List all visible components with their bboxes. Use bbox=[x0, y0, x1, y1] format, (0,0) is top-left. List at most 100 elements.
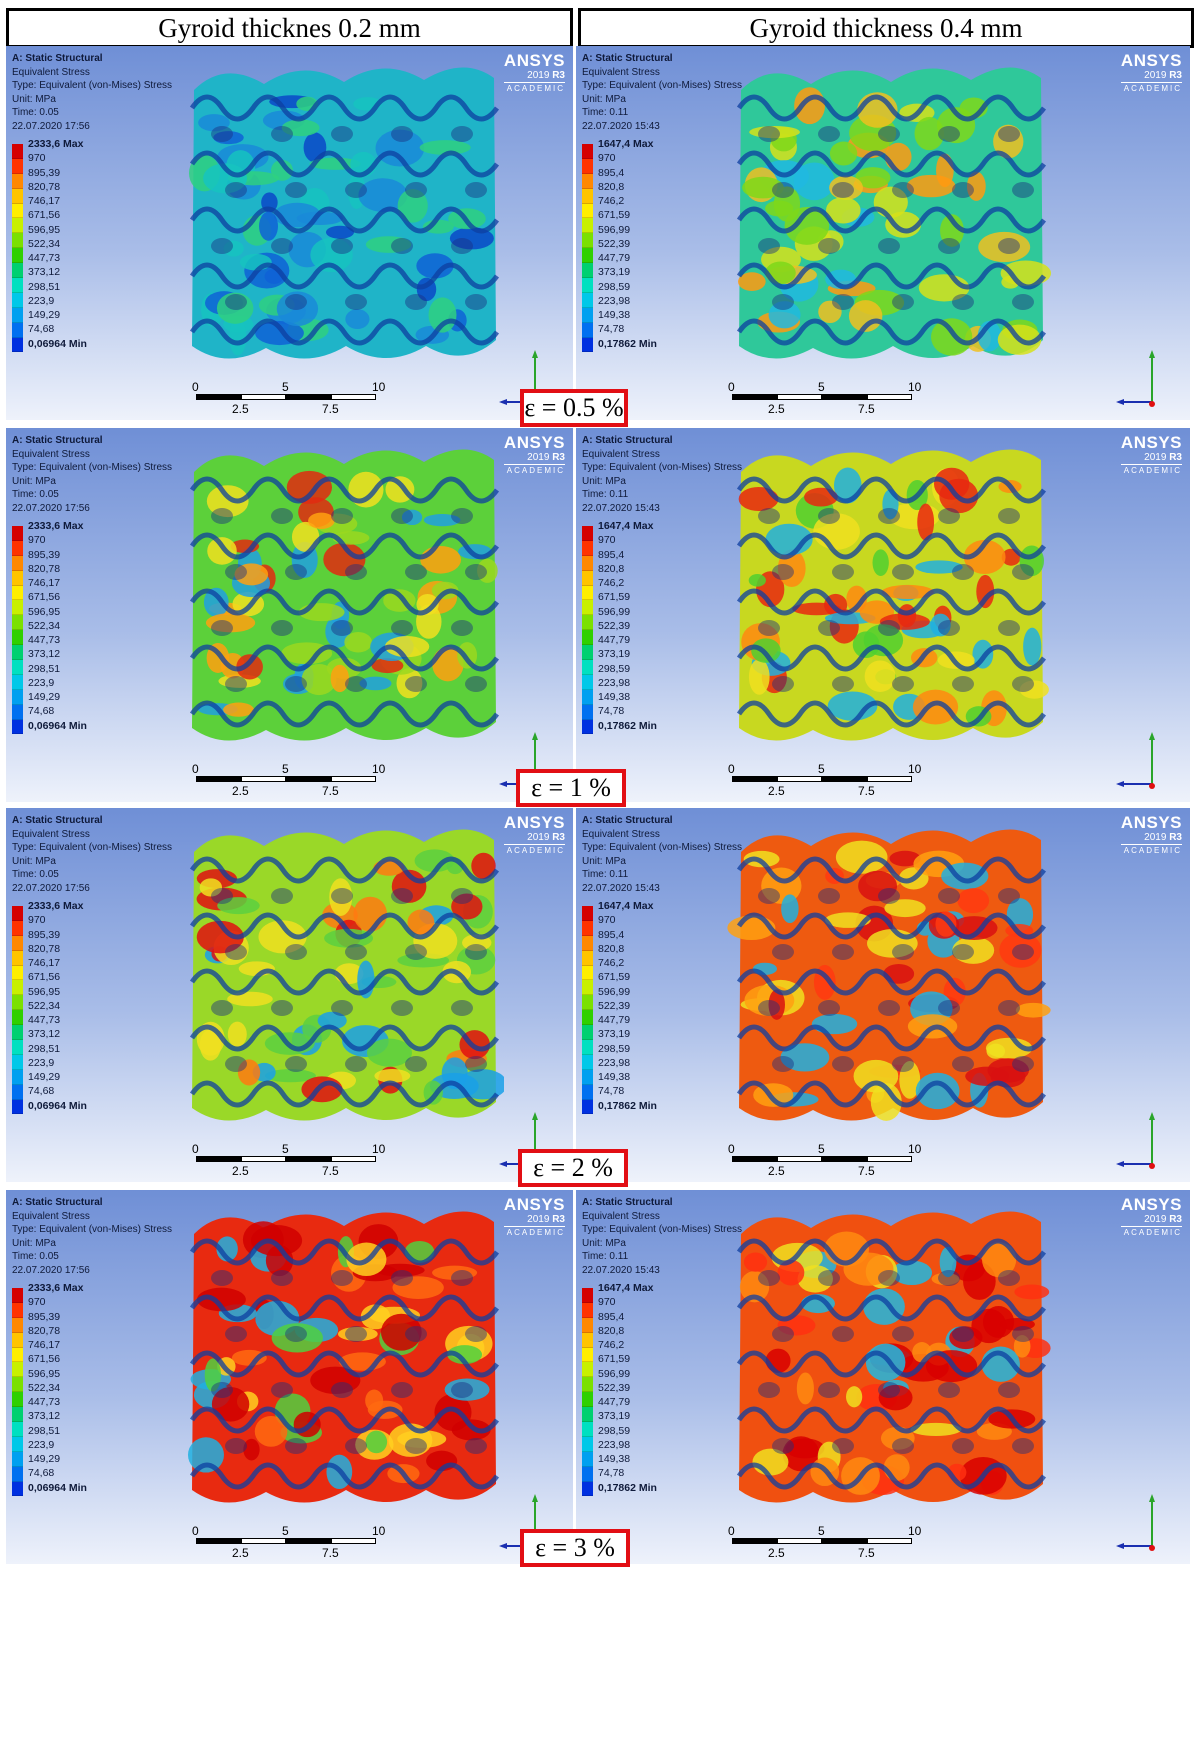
gyroid-stress-model bbox=[736, 67, 1051, 359]
gyroid-ribbon bbox=[736, 588, 1047, 616]
legend-label: 74,68 bbox=[28, 705, 55, 718]
legend-label: 447,79 bbox=[598, 252, 631, 264]
cell-hole bbox=[451, 1382, 473, 1398]
cell-hole bbox=[271, 238, 293, 254]
scale-segment bbox=[732, 1156, 777, 1162]
cell-hole bbox=[225, 1438, 247, 1454]
legend-color-bar bbox=[12, 906, 23, 1115]
legend-label: 0,06964 Min bbox=[28, 337, 87, 350]
stress-region bbox=[324, 928, 373, 948]
cell-hole bbox=[1012, 1326, 1034, 1342]
legend-label: 522,39 bbox=[598, 1381, 631, 1394]
legend-swatch bbox=[582, 585, 593, 601]
scale-major-label: 0 bbox=[192, 1524, 199, 1538]
logo-edition: ACADEMIC bbox=[506, 84, 565, 93]
cell-hole bbox=[952, 564, 974, 580]
legend-swatch bbox=[582, 203, 593, 219]
cell-hole bbox=[878, 888, 900, 904]
scale-segment bbox=[331, 776, 376, 782]
stress-legend: 2333,6 Max 970 895,39 820,78 746,17 671,56 596… bbox=[12, 520, 122, 750]
scale-segment bbox=[777, 776, 822, 782]
gyroid-ribbon bbox=[736, 700, 1047, 728]
stress-region bbox=[204, 1358, 221, 1392]
legend-label: 2333,6 Max bbox=[28, 900, 84, 912]
legend-label: 895,4 bbox=[598, 166, 625, 179]
legend-swatch bbox=[582, 920, 593, 936]
stress-region bbox=[198, 114, 230, 132]
cell-hole bbox=[391, 238, 413, 254]
cell-hole bbox=[758, 1270, 780, 1286]
gyroid-stress-model bbox=[736, 1211, 1051, 1503]
legend-label: 671,56 bbox=[28, 1353, 61, 1366]
legend-label: 223,9 bbox=[28, 294, 55, 307]
cell-hole bbox=[331, 126, 353, 142]
scale-major-label: 0 bbox=[192, 762, 199, 776]
legend-swatch bbox=[12, 1010, 23, 1026]
legend-label: 373,19 bbox=[598, 1410, 631, 1423]
legend-label: 447,73 bbox=[28, 1014, 61, 1026]
legend-color-bar bbox=[582, 906, 593, 1115]
cell-hole bbox=[405, 1056, 427, 1072]
gyroid-stress-model bbox=[727, 829, 1051, 1121]
stress-region bbox=[444, 1378, 490, 1401]
legend-label: 671,59 bbox=[598, 1353, 631, 1366]
scale-major-label: 10 bbox=[372, 762, 386, 776]
stress-region bbox=[749, 125, 800, 139]
legend-label: 820,78 bbox=[28, 562, 61, 575]
scale-segment bbox=[286, 1156, 331, 1162]
cell-hole bbox=[878, 1000, 900, 1016]
legend-label: 298,51 bbox=[28, 1042, 61, 1055]
legend-label: 373,12 bbox=[28, 1410, 61, 1423]
gyroid-ribbon bbox=[189, 318, 500, 346]
logo-version-release: R3 bbox=[552, 832, 565, 843]
info-title: A: Static Structural bbox=[582, 435, 673, 446]
cell-hole bbox=[345, 182, 367, 198]
info-title: A: Static Structural bbox=[12, 435, 103, 446]
stress-region bbox=[236, 654, 263, 680]
legend-label: 746,17 bbox=[28, 577, 61, 589]
stress-region bbox=[196, 920, 244, 954]
legend-swatch bbox=[12, 1054, 23, 1070]
stress-region bbox=[881, 584, 934, 600]
stress-region bbox=[818, 300, 842, 324]
logo-version-release: R3 bbox=[1169, 1214, 1182, 1225]
cell-hole bbox=[1012, 564, 1034, 580]
scale-segment bbox=[241, 776, 286, 782]
cell-hole bbox=[998, 238, 1020, 254]
info-line1: Equivalent Stress bbox=[582, 1210, 660, 1222]
legend-swatch bbox=[582, 322, 593, 338]
stress-legend: 1647,4 Max 970 895,4 820,8 746,2 671,59 596,99… bbox=[582, 520, 692, 750]
result-info: A: Static Structural Equivalent Stress Typ… bbox=[582, 434, 742, 515]
legend-swatch bbox=[12, 935, 23, 951]
stress-region bbox=[768, 301, 801, 329]
legend-label: 820,8 bbox=[598, 180, 625, 193]
gyroid-ribbon bbox=[189, 644, 500, 672]
cell-hole bbox=[391, 1000, 413, 1016]
stress-region bbox=[872, 549, 889, 576]
stress-region bbox=[878, 1384, 913, 1411]
cell-hole bbox=[225, 676, 247, 692]
scale-major-label: 0 bbox=[728, 1142, 735, 1156]
gyroid-ribbon bbox=[189, 476, 500, 504]
legend-label: 522,34 bbox=[28, 237, 61, 250]
scale-major-label: 0 bbox=[728, 380, 735, 394]
stress-region bbox=[414, 849, 455, 873]
legend-label: 1647,4 Max bbox=[598, 1282, 654, 1294]
scale-minor-label: 7.5 bbox=[858, 784, 875, 798]
cell-hole bbox=[225, 1056, 247, 1072]
ansys-logo: ANSYS 2019 R3 ACADEMIC bbox=[1120, 1196, 1182, 1239]
cell-hole bbox=[225, 294, 247, 310]
legend-label: 596,95 bbox=[28, 1367, 61, 1380]
cell-hole bbox=[938, 238, 960, 254]
info-line3: Unit: MPa bbox=[12, 1237, 56, 1249]
stress-region bbox=[323, 542, 366, 577]
legend-color-bar bbox=[582, 144, 593, 353]
legend-swatch bbox=[582, 1054, 593, 1070]
stress-region bbox=[397, 188, 428, 223]
scale-bar: 0 5 10 2.5 7.5 bbox=[192, 1524, 396, 1564]
cell-hole bbox=[878, 508, 900, 524]
scale-minor-label: 2.5 bbox=[768, 1164, 785, 1178]
scale-segment bbox=[822, 394, 867, 400]
cell-hole bbox=[465, 1056, 487, 1072]
info-line5: 22.07.2020 17:56 bbox=[12, 882, 90, 894]
